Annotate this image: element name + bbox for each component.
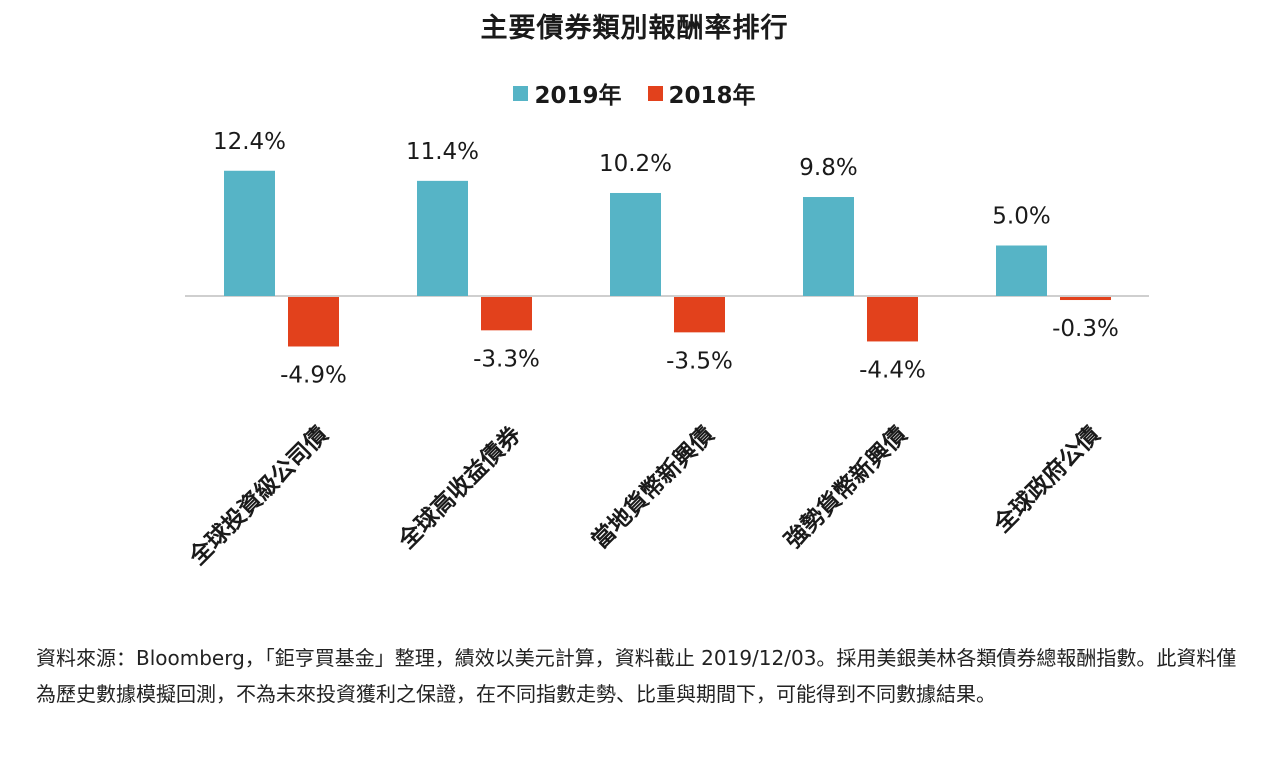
legend-label-2018: 2018年 (668, 83, 756, 109)
category-label-4: 全球政府公債 (988, 421, 1105, 538)
legend-item-2018: 2018年 (647, 76, 756, 110)
bar-2019-2 (610, 192, 661, 296)
data-label-2018-0: -4.9% (280, 362, 347, 388)
category-label-3: 強勢貨幣新興債 (779, 421, 912, 554)
data-label-2018-4: -0.3% (1052, 316, 1119, 342)
bar-2018-0 (288, 297, 339, 347)
bar-2019-0 (224, 170, 275, 296)
data-label-2019-1: 11.4% (406, 139, 479, 165)
bar-2018-2 (674, 297, 725, 333)
source-note: 資料來源：Bloomberg，「鉅亨買基金」整理，績效以美元計算，資料截止 20… (36, 646, 1237, 706)
data-label-2019-4: 5.0% (992, 204, 1050, 230)
bar-chart: 12.4% -4.9% 全球投資級公司債 11.4% -3.3% 全球高收益債券 10.2%… (183, 129, 1149, 571)
data-label-2018-3: -4.4% (859, 357, 926, 383)
category-label-1: 全球高收益債券 (393, 420, 527, 554)
legend-swatch-2019 (513, 85, 529, 101)
data-label-2019-3: 9.8% (799, 155, 857, 181)
bar-2019-3 (803, 197, 854, 296)
bar-2018-3 (867, 297, 918, 342)
chart-title: 主要債券類別報酬率排行 (480, 13, 789, 44)
legend: 2019年 2018年 (0, 76, 1269, 110)
bar-2018-4 (1060, 297, 1111, 301)
data-label-2019-2: 10.2% (599, 151, 672, 177)
legend-label-2019: 2019年 (534, 83, 622, 109)
bar-2019-1 (417, 180, 468, 296)
data-label-2018-1: -3.3% (473, 346, 540, 372)
data-label-2018-2: -3.5% (666, 348, 733, 374)
category-label-0: 全球投資級公司債 (183, 421, 333, 571)
bar-2018-1 (481, 297, 532, 331)
data-label-2019-0: 12.4% (213, 129, 286, 155)
legend-item-2019: 2019年 (513, 76, 622, 110)
bar-2019-4 (996, 245, 1047, 296)
legend-swatch-2018 (647, 85, 663, 101)
category-label-2: 當地貨幣新興債 (586, 421, 719, 554)
